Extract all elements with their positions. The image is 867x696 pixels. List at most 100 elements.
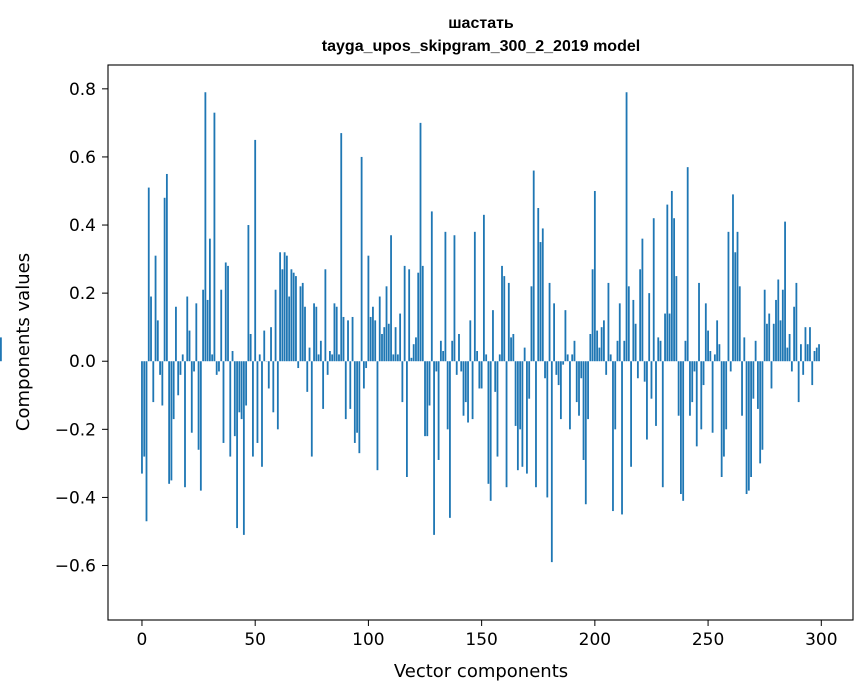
bar-component-205: [605, 361, 608, 375]
bar-component-251: [709, 351, 712, 362]
bar-component-182: [553, 303, 555, 362]
bar-component-169: [523, 347, 526, 362]
bar-component-204: [603, 320, 605, 362]
bar-component-79: [319, 340, 322, 362]
bar-component-41: [233, 361, 236, 437]
y-tick-label: 0.2: [69, 284, 96, 304]
x-tick-label: 250: [692, 630, 724, 650]
bar-component-15: [175, 306, 177, 362]
bar-component-239: [682, 361, 685, 501]
bar-component-47: [247, 225, 250, 362]
bar-component-280: [775, 299, 777, 362]
bar-component-188: [566, 354, 569, 362]
bar-component-undefined: [0, 337, 2, 362]
bar-component-29: [206, 299, 209, 362]
bar-component-145: [469, 320, 472, 362]
bar-component-296: [811, 361, 814, 386]
bar-component-173: [532, 170, 535, 362]
bar-component-136: [449, 361, 451, 518]
bar-component-16: [177, 361, 180, 396]
bar-component-257: [723, 361, 725, 457]
bar-component-148: [476, 351, 479, 362]
bar-component-19: [184, 361, 186, 488]
bar-component-166: [516, 361, 519, 471]
bar-component-156: [494, 361, 497, 392]
y-tick-label: −0.2: [55, 420, 96, 440]
bar-component-252: [711, 361, 714, 433]
bar-component-218: [634, 323, 637, 362]
bar-component-89: [342, 316, 345, 362]
bar-component-291: [800, 344, 802, 362]
bar-component-258: [725, 361, 728, 430]
bar-component-278: [770, 361, 773, 389]
bar-component-208: [612, 361, 614, 512]
bar-component-2: [145, 361, 148, 522]
bar-component-177: [541, 228, 544, 362]
bar-component-170: [526, 361, 528, 474]
bar-component-200: [593, 190, 596, 362]
bar-component-52: [258, 354, 261, 362]
bar-component-139: [455, 361, 458, 375]
bar-component-289: [795, 282, 798, 362]
bar-component-62: [281, 269, 284, 362]
bar-component-283: [781, 289, 784, 362]
bar-component-248: [702, 361, 705, 386]
bar-component-211: [618, 303, 621, 362]
bar-component-226: [652, 218, 655, 362]
bar-component-230: [661, 361, 664, 488]
bar-component-85: [333, 303, 336, 362]
bar-component-143: [464, 361, 467, 403]
bar-component-199: [591, 269, 594, 362]
bar-component-124: [421, 265, 424, 362]
bar-component-128: [430, 211, 433, 362]
bar-component-92: [349, 361, 352, 409]
bar-component-77: [315, 306, 318, 362]
bar-component-287: [790, 361, 793, 372]
bar-component-88: [340, 133, 343, 362]
bar-component-142: [462, 361, 465, 416]
bar-component-286: [788, 333, 791, 362]
bar-component-100: [367, 255, 370, 362]
bar-component-82: [326, 361, 329, 375]
bar-component-64: [285, 255, 288, 362]
bar-component-254: [716, 320, 719, 362]
bar-component-294: [806, 344, 809, 362]
x-tick-label: 300: [805, 630, 837, 650]
bar-component-91: [347, 320, 349, 362]
bar-component-125: [424, 361, 426, 437]
bar-component-97: [360, 156, 363, 362]
y-tick-label: 0.4: [69, 216, 96, 236]
y-tick-label: 0.6: [69, 148, 96, 168]
bar-component-84: [331, 354, 334, 362]
bar-component-5: [152, 361, 155, 403]
bar-component-109: [387, 323, 390, 362]
bar-component-137: [451, 340, 454, 362]
bar-component-93: [351, 316, 354, 362]
y-axis-label: Components values: [13, 253, 34, 431]
bar-component-75: [310, 361, 313, 457]
bar-component-48: [249, 333, 252, 362]
bar-component-256: [720, 361, 723, 477]
bar-component-111: [392, 354, 395, 362]
bar-component-217: [632, 299, 635, 362]
bar-component-158: [498, 354, 501, 362]
bar-component-104: [376, 361, 379, 471]
bar-component-50: [254, 139, 257, 362]
bar-component-160: [503, 276, 506, 362]
bar-component-10: [163, 197, 166, 362]
bar-component-0: [141, 361, 143, 474]
bar-component-22: [190, 361, 193, 433]
bar-component-272: [756, 361, 759, 409]
bar-component-273: [759, 361, 762, 464]
bar-component-220: [639, 269, 642, 362]
bar-component-157: [496, 361, 499, 457]
bar-component-235: [673, 218, 676, 362]
bar-component-163: [510, 337, 512, 362]
bar-component-13: [170, 361, 173, 481]
bar-component-27: [202, 289, 205, 362]
bar-component-151: [482, 214, 485, 362]
bar-component-174: [535, 361, 537, 488]
bar-component-138: [453, 235, 456, 362]
bar-component-185: [559, 361, 562, 420]
